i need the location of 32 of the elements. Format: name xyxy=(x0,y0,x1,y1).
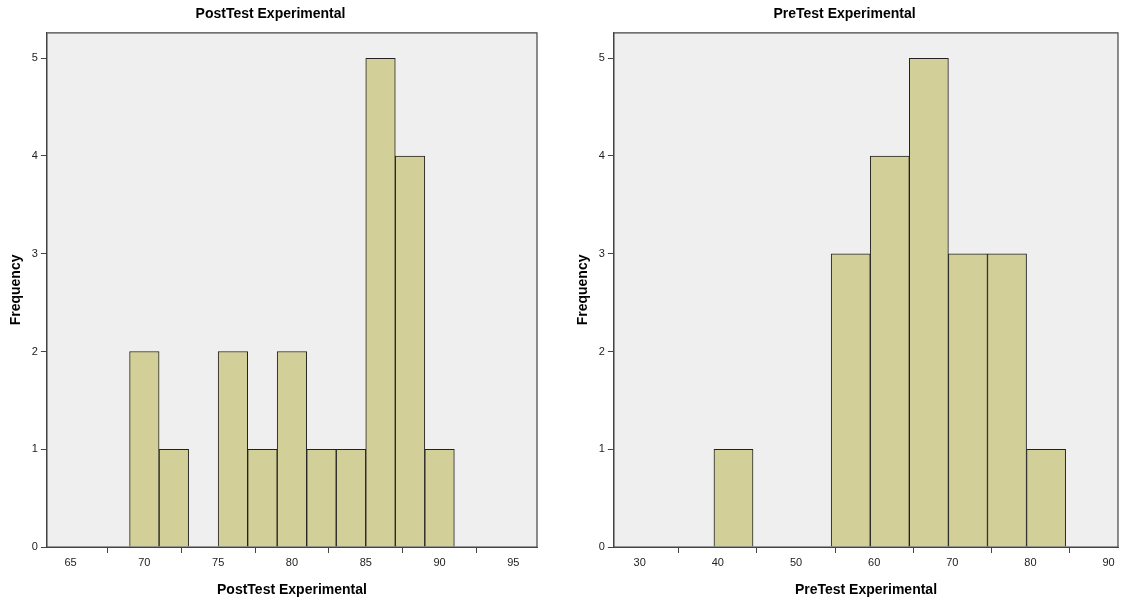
x-tick-label: 75 xyxy=(212,555,225,568)
y-tick-label: 4 xyxy=(598,149,605,161)
x-tick-label: 85 xyxy=(359,555,372,568)
x-tick-label: 60 xyxy=(868,555,881,568)
y-tick-label: 2 xyxy=(598,344,605,357)
y-tick-label: 2 xyxy=(31,344,38,357)
y-tick-label: 1 xyxy=(598,442,605,455)
y-tick-label: 3 xyxy=(598,246,605,259)
y-tick-label: 5 xyxy=(598,51,605,64)
x-tick-label: 40 xyxy=(711,555,724,568)
y-axis-title: Frequency xyxy=(7,254,24,326)
y-axis-title: Frequency xyxy=(574,254,591,326)
x-tick-label: 70 xyxy=(138,555,151,568)
chart-title: PreTest Experimental xyxy=(773,5,916,22)
x-tick-label: 80 xyxy=(285,555,299,568)
x-tick-label: 65 xyxy=(64,555,77,568)
y-tick-label: 1 xyxy=(31,442,38,455)
x-axis-title: PreTest Experimental xyxy=(794,581,938,598)
x-tick-label: 30 xyxy=(633,555,646,568)
y-tick-label: 0 xyxy=(31,540,38,553)
x-tick-label: 90 xyxy=(1102,555,1115,568)
x-tick-label: 70 xyxy=(946,555,959,568)
chart-title: PostTest Experimental xyxy=(195,5,346,22)
y-tick-label: 4 xyxy=(31,149,38,161)
x-tick-label: 50 xyxy=(789,555,803,568)
x-tick-label: 95 xyxy=(507,555,520,568)
x-axis-title: PostTest Experimental xyxy=(217,581,367,598)
y-tick-label: 0 xyxy=(598,540,605,553)
x-tick-label: 90 xyxy=(433,555,446,568)
y-tick-label: 5 xyxy=(31,51,38,64)
y-tick-label: 3 xyxy=(31,246,38,259)
x-tick-label: 80 xyxy=(1024,555,1037,568)
